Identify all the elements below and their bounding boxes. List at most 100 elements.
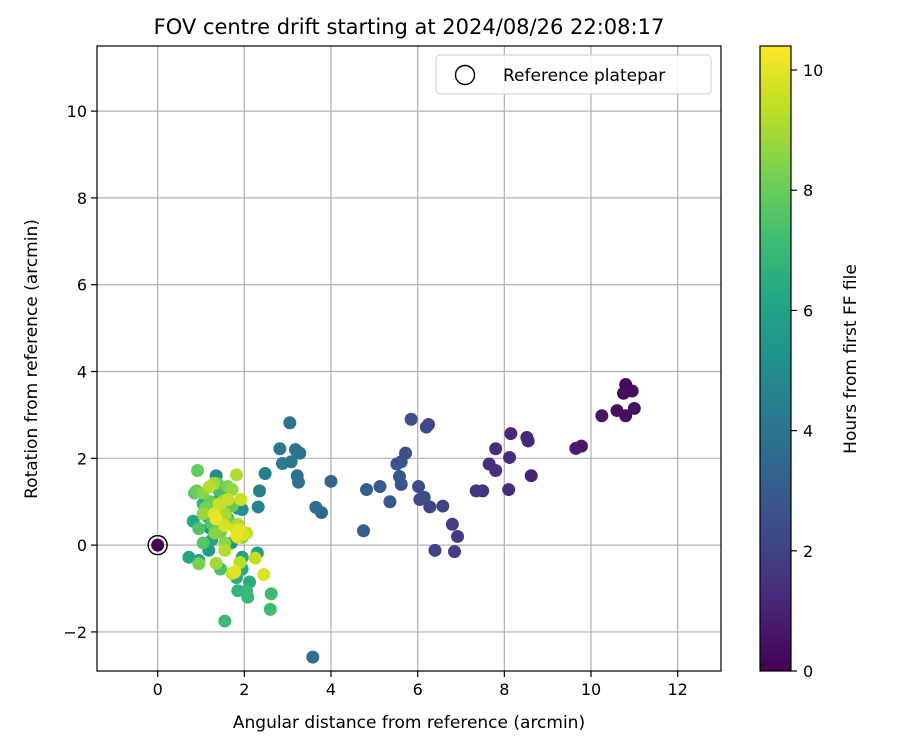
data-point: [436, 499, 450, 513]
data-point: [324, 474, 338, 488]
data-point: [233, 555, 247, 569]
data-point: [235, 503, 249, 517]
data-point: [489, 442, 503, 456]
y-tick-label: 8: [77, 189, 87, 208]
data-point: [225, 483, 239, 497]
chart-title: FOV centre drift starting at 2024/08/26 …: [154, 15, 665, 39]
y-tick-label: −2: [63, 623, 87, 642]
data-point: [234, 493, 248, 507]
data-point: [306, 650, 320, 664]
y-axis-label: Rotation from reference (arcmin): [22, 219, 42, 499]
y-axis-ticks: −2 0 2 4 6 8 10: [63, 102, 97, 642]
data-point: [218, 614, 232, 628]
data-point: [228, 565, 242, 579]
grid-lines: [97, 46, 721, 671]
colorbar-tick-label: 0: [803, 662, 813, 681]
data-point: [230, 468, 244, 482]
data-point: [524, 469, 538, 483]
colorbar-tick-label: 4: [803, 422, 813, 441]
data-point: [209, 556, 223, 570]
y-tick-label: 0: [77, 536, 87, 555]
legend-label-reference: Reference platepar: [503, 66, 665, 86]
data-point: [283, 416, 297, 430]
x-axis-ticks: 0 2 4 6 8 10 12: [153, 671, 688, 699]
data-point: [394, 477, 408, 491]
data-point: [263, 602, 277, 616]
data-point: [357, 524, 370, 538]
data-point: [290, 469, 304, 483]
data-point: [448, 545, 461, 559]
plot-area-frame: [96, 45, 722, 672]
data-point: [569, 441, 583, 455]
data-point: [469, 484, 483, 498]
data-point: [360, 483, 374, 497]
data-point: [192, 557, 206, 571]
legend-reference-symbol: [454, 64, 476, 86]
x-tick-label: 0: [153, 680, 163, 699]
data-point: [257, 568, 271, 582]
data-point: [503, 450, 517, 464]
data-point: [209, 512, 223, 526]
data-point: [390, 457, 404, 471]
data-point: [273, 442, 287, 456]
data-point: [221, 493, 235, 507]
colorbar-tick-label: 6: [803, 301, 813, 320]
data-point: [230, 529, 244, 543]
y-tick-label: 4: [77, 363, 87, 382]
data-point: [521, 434, 535, 448]
y-tick-label: 10: [67, 102, 87, 121]
colorbar-gradient: [759, 45, 792, 672]
data-point: [251, 500, 265, 514]
data-point: [151, 538, 165, 552]
colorbar-tick-label: 8: [803, 181, 813, 200]
data-point: [619, 409, 633, 423]
data-point: [451, 529, 465, 543]
data-points: [151, 378, 641, 664]
data-point: [258, 467, 272, 481]
data-point: [253, 484, 266, 498]
data-point: [373, 480, 387, 494]
data-point: [288, 443, 302, 457]
data-point: [419, 420, 433, 434]
colorbar-ticks: 0 2 4 6 8 10: [791, 61, 823, 681]
x-tick-label: 6: [413, 680, 423, 699]
colorbar-tick-label: 2: [803, 542, 813, 561]
data-point: [625, 384, 639, 398]
data-point: [275, 457, 289, 471]
data-point: [428, 543, 442, 557]
data-point: [423, 500, 437, 514]
data-point: [504, 427, 518, 441]
x-tick-label: 10: [581, 680, 601, 699]
data-point: [309, 500, 323, 514]
x-axis-label: Angular distance from reference (arcmin): [233, 713, 585, 733]
data-point: [196, 507, 210, 521]
y-tick-label: 6: [77, 276, 87, 295]
data-point: [203, 480, 217, 494]
colorbar: 0 2 4 6 8 10 Hours from first FF file: [759, 45, 861, 681]
data-point: [627, 401, 641, 415]
data-point: [248, 551, 262, 565]
data-point: [208, 526, 222, 540]
data-point: [241, 590, 255, 604]
x-tick-label: 2: [239, 680, 249, 699]
x-tick-label: 4: [326, 680, 336, 699]
legend-box: [435, 54, 712, 95]
data-point: [417, 490, 431, 504]
data-point: [182, 550, 196, 564]
data-point: [218, 543, 232, 557]
data-point: [191, 463, 205, 477]
data-point: [445, 517, 459, 531]
x-tick-label: 12: [667, 680, 687, 699]
data-point: [412, 480, 426, 494]
data-point: [192, 522, 206, 536]
data-point: [502, 483, 516, 497]
legend: Reference platepar: [435, 54, 712, 95]
data-point: [404, 412, 418, 426]
reference-platepar-marker: [147, 534, 168, 556]
data-point: [383, 495, 397, 509]
colorbar-tick-label: 10: [803, 61, 823, 80]
data-point: [264, 587, 278, 601]
x-tick-label: 8: [499, 680, 509, 699]
y-tick-label: 2: [77, 449, 87, 468]
